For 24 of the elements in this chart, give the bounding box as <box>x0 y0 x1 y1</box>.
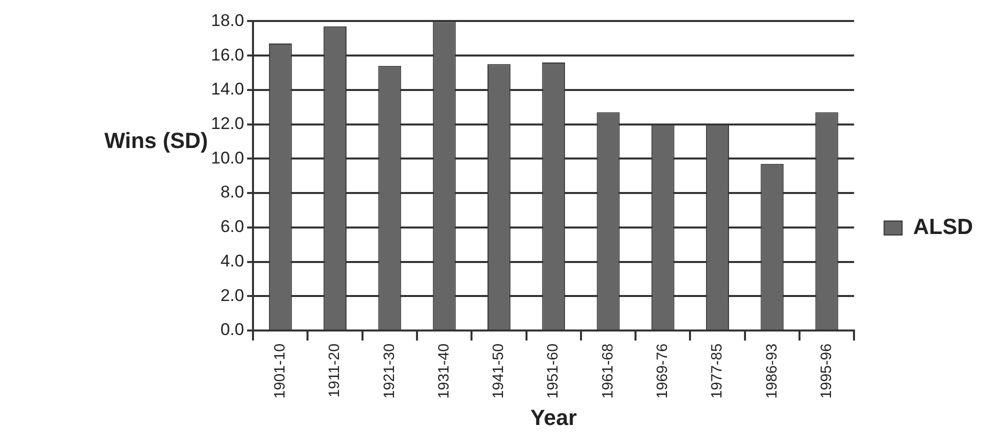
x-tick-label: 1941-50 <box>490 344 508 399</box>
y-tick-label: 6.0 <box>220 217 244 236</box>
x-tick-label: 1911-20 <box>326 344 344 398</box>
y-tick-label: 0.0 <box>220 320 244 340</box>
x-tick-label: 1901-10 <box>272 344 289 399</box>
x-tick-label: 1977-85 <box>708 344 726 399</box>
legend-label: ALSD <box>913 214 974 240</box>
y-axis-title: Wins (SD) <box>103 127 208 154</box>
y-tick-label: 16.0 <box>210 45 244 64</box>
y-tick-label: 8.0 <box>220 182 244 202</box>
y-tick-label: 2.0 <box>220 286 244 305</box>
y-tick-label: 12.0 <box>210 114 244 134</box>
x-tick-label: 1995-96 <box>818 344 835 399</box>
x-tick-label: 1921-30 <box>380 344 398 399</box>
y-tick-label: 10.0 <box>210 148 244 168</box>
x-tick-label: 1986-93 <box>763 344 780 399</box>
x-axis-title: Year <box>530 404 578 430</box>
x-tick-label: 1969-76 <box>654 344 672 399</box>
x-tick-label: 1931-40 <box>435 344 452 399</box>
y-tick-label: 4.0 <box>220 251 244 270</box>
y-tick-label: 14.0 <box>210 80 244 99</box>
y-tick-label: 18.0 <box>210 10 244 30</box>
x-tick-label: 1951-60 <box>544 344 562 399</box>
x-tick-label: 1961-68 <box>599 344 616 399</box>
